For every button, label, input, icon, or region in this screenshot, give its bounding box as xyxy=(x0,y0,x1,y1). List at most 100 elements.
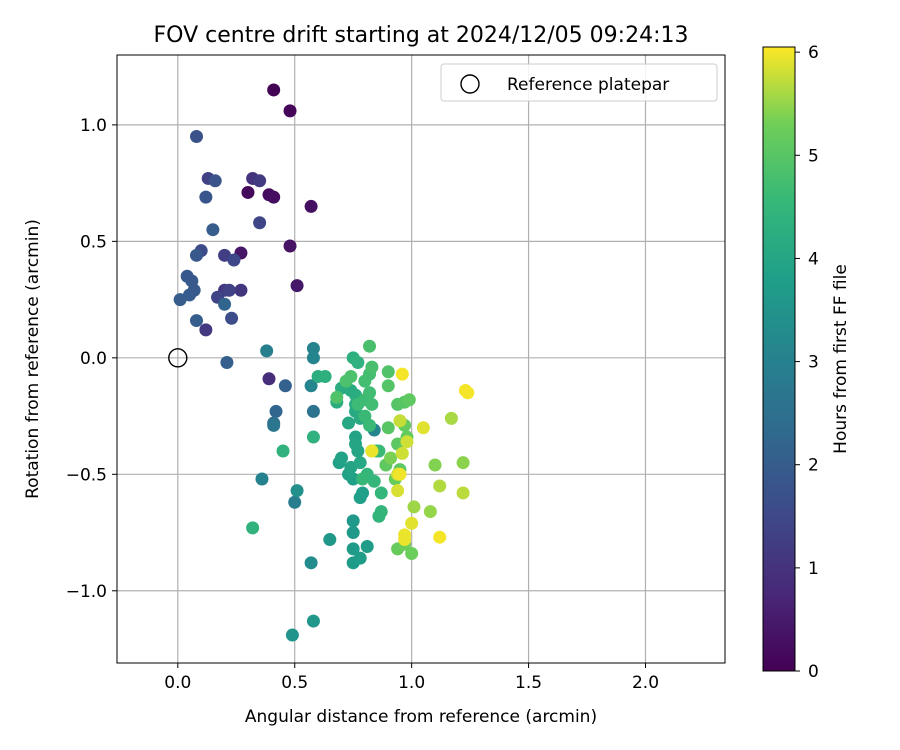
data-point xyxy=(346,526,360,540)
colorbar-ticks: 0 1 2 3 4 5 6 xyxy=(795,43,819,682)
data-point xyxy=(255,472,269,486)
data-point xyxy=(363,339,377,353)
plot-area xyxy=(117,55,725,663)
y-axis-label: Rotation from reference (arcmin) xyxy=(23,219,43,499)
data-point xyxy=(356,472,370,486)
data-point xyxy=(288,495,302,509)
plot-frame xyxy=(116,54,726,664)
colorbar-tick-label: 1 xyxy=(808,559,819,579)
data-point xyxy=(276,444,290,458)
data-point xyxy=(306,404,320,418)
data-point xyxy=(393,414,407,428)
data-point xyxy=(267,83,281,97)
colorbar-tick-label: 3 xyxy=(808,353,819,373)
data-point xyxy=(428,458,442,472)
colorbar-tick-label: 5 xyxy=(808,146,819,166)
data-point xyxy=(283,239,297,253)
data-point xyxy=(381,379,395,393)
data-point xyxy=(353,551,367,565)
y-tick-label: 0.0 xyxy=(80,349,107,369)
x-tick-label: 1.5 xyxy=(515,673,542,693)
data-point xyxy=(190,248,204,262)
data-point xyxy=(222,283,236,297)
colorbar-tick-label: 0 xyxy=(808,662,819,682)
data-point xyxy=(381,365,395,379)
colorbar-tick-label: 2 xyxy=(808,456,819,476)
x-axis-ticks: 0.0 0.5 1.0 1.5 2.0 xyxy=(164,663,659,693)
data-point xyxy=(391,484,405,498)
data-point xyxy=(402,393,416,407)
data-point xyxy=(304,199,318,213)
data-point xyxy=(225,311,239,325)
data-point xyxy=(363,386,377,400)
data-point xyxy=(190,314,204,328)
data-point xyxy=(358,409,372,423)
data-point xyxy=(444,411,458,425)
colorbar-gradient xyxy=(762,46,796,672)
data-point xyxy=(304,379,318,393)
data-point xyxy=(220,355,234,369)
data-point xyxy=(206,223,220,237)
data-point xyxy=(227,253,241,267)
data-point xyxy=(278,379,292,393)
data-point xyxy=(218,297,232,311)
data-point xyxy=(365,360,379,374)
data-point xyxy=(395,446,409,460)
data-point xyxy=(330,390,344,404)
colorbar-tick-label: 4 xyxy=(808,249,819,269)
legend-entry-reference: Reference platepar xyxy=(507,75,669,95)
data-point xyxy=(381,421,395,435)
x-axis-label: Angular distance from reference (arcmin) xyxy=(245,707,597,727)
data-point xyxy=(334,451,348,465)
data-point xyxy=(260,344,274,358)
data-point xyxy=(199,190,213,204)
colorbar-label: Hours from first FF file xyxy=(831,264,851,454)
data-point xyxy=(285,628,299,642)
data-point xyxy=(346,514,360,528)
data-point xyxy=(365,444,379,458)
data-point xyxy=(199,323,213,337)
grid-lines xyxy=(117,55,725,663)
data-point xyxy=(365,397,379,411)
y-axis-ticks: −1.0 −0.5 0.0 0.5 1.0 xyxy=(66,116,117,602)
data-point xyxy=(395,367,409,381)
data-point xyxy=(356,486,370,500)
data-point xyxy=(318,369,332,383)
data-point xyxy=(351,444,365,458)
data-point xyxy=(456,486,470,500)
legend: Reference platepar xyxy=(440,63,718,102)
colorbar: 0 1 2 3 4 5 6 Hours from first FF file xyxy=(762,43,851,682)
data-point xyxy=(405,547,419,561)
y-tick-label: 1.0 xyxy=(80,116,107,136)
data-point xyxy=(253,216,267,230)
data-point xyxy=(360,540,374,554)
data-points xyxy=(173,83,475,642)
data-point xyxy=(234,283,248,297)
data-point xyxy=(253,174,267,188)
data-point xyxy=(241,185,255,199)
data-point xyxy=(398,533,412,547)
data-point xyxy=(290,279,304,293)
data-point xyxy=(190,130,204,144)
reference-marker xyxy=(168,348,188,368)
data-point xyxy=(306,430,320,444)
data-point xyxy=(267,418,281,432)
data-point xyxy=(433,479,447,493)
data-point xyxy=(407,500,421,514)
data-point xyxy=(339,374,353,388)
data-point xyxy=(353,456,367,470)
data-point xyxy=(433,530,447,544)
data-point xyxy=(400,435,414,449)
data-point xyxy=(262,372,276,386)
data-point xyxy=(405,516,419,530)
data-point xyxy=(306,614,320,628)
data-point xyxy=(393,467,407,481)
y-tick-label: −0.5 xyxy=(66,465,107,485)
x-tick-label: 0.0 xyxy=(164,673,191,693)
y-tick-label: −1.0 xyxy=(66,582,107,602)
data-point xyxy=(267,190,281,204)
data-point xyxy=(423,505,437,519)
y-tick-label: 0.5 xyxy=(80,232,107,252)
legend-box xyxy=(440,63,718,102)
